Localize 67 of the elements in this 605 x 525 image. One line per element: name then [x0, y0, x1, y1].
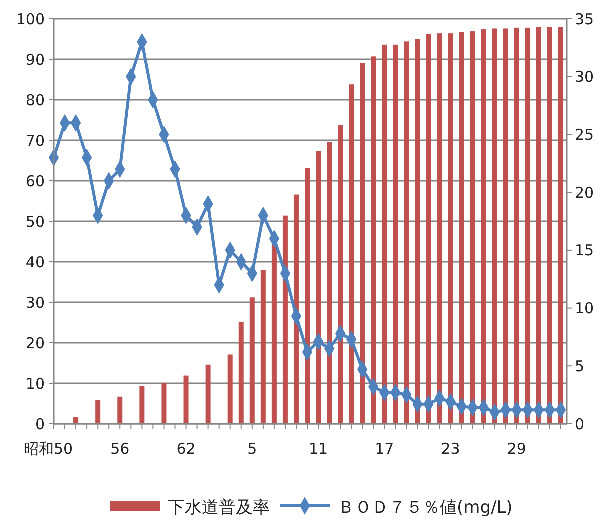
y2-tick-label: 20 [575, 184, 594, 202]
bar [228, 354, 233, 424]
y-tick-label: 80 [26, 91, 45, 110]
bar [503, 28, 508, 424]
x-tick-label: 62 [176, 440, 196, 458]
y2-tick-label: 5 [575, 357, 585, 376]
bar [426, 34, 432, 424]
bar [547, 28, 552, 424]
y2-tick-label: 35 [575, 10, 594, 28]
bar [260, 270, 266, 424]
bar [525, 28, 530, 424]
x-tick-label: 29 [507, 440, 526, 458]
bar [470, 32, 476, 424]
bar [74, 418, 79, 424]
y-tick-label: 40 [26, 253, 45, 272]
bar [316, 151, 322, 424]
bar [327, 142, 332, 424]
legend-label: 下水道普及率 [168, 498, 270, 518]
y2-tick-label: 30 [575, 68, 594, 86]
bar [96, 400, 101, 424]
legend-label: ＢＯＤ７５％値(mg/L) [338, 498, 513, 518]
bar [282, 216, 288, 424]
y-tick-label: 0 [35, 415, 45, 434]
bar [162, 383, 167, 424]
bar [294, 194, 299, 424]
y-tick-label: 50 [26, 212, 45, 231]
x-tick-label: 56 [110, 440, 130, 458]
bar [250, 298, 255, 424]
bar [238, 322, 244, 424]
x-tick-label: 11 [308, 440, 328, 458]
bar [305, 168, 310, 424]
bar [118, 396, 123, 424]
bar [371, 56, 376, 424]
y2-tick-label: 0 [575, 415, 585, 434]
y-tick-label: 60 [26, 172, 45, 190]
x-tick-label: 昭和50 [24, 440, 74, 458]
y2-tick-label: 25 [575, 126, 594, 144]
bar [140, 386, 145, 424]
bar [448, 34, 454, 424]
y-tick-label: 100 [16, 10, 45, 28]
y2-tick-label: 15 [575, 242, 594, 260]
y-tick-label: 20 [26, 334, 45, 352]
x-tick-label: 17 [375, 440, 394, 458]
bar [360, 63, 366, 424]
x-tick-label: 23 [441, 440, 460, 458]
bar [492, 28, 498, 424]
y2-tick-label: 10 [575, 300, 594, 318]
y-tick-label: 10 [26, 374, 45, 393]
bar [481, 30, 486, 424]
y-tick-label: 30 [26, 294, 45, 312]
bar [349, 84, 354, 424]
x-tick-label: 5 [248, 440, 258, 458]
bar [338, 125, 344, 424]
bar [404, 42, 410, 424]
bar [558, 28, 564, 424]
bar [206, 364, 211, 424]
y-tick-label: 70 [26, 132, 45, 150]
y-tick-label: 90 [26, 50, 45, 69]
bar [382, 44, 388, 424]
bar [514, 28, 520, 424]
bar [437, 34, 442, 424]
bar [459, 32, 464, 424]
bar [184, 376, 189, 424]
bar [272, 242, 277, 424]
bar [415, 39, 420, 424]
bar [536, 28, 542, 424]
bar [393, 44, 398, 424]
